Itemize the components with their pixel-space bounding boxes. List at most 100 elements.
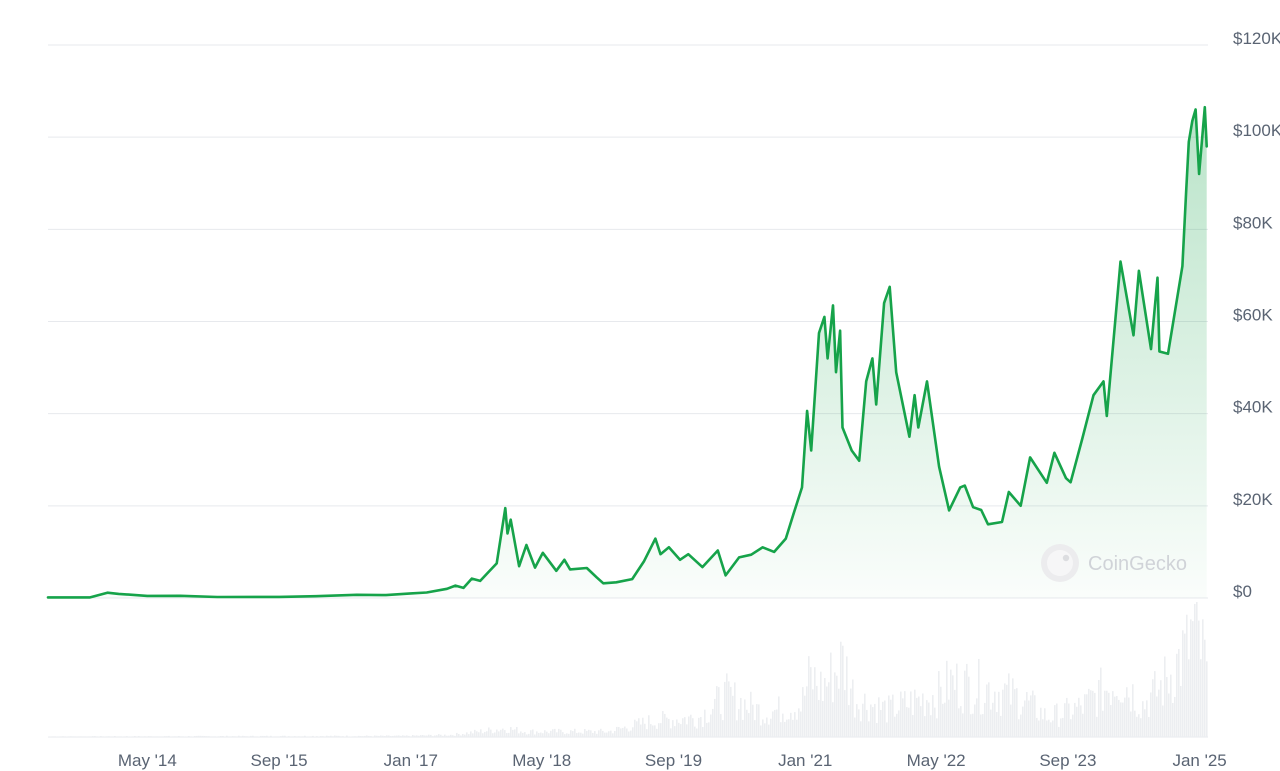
volume-bar [1198,620,1200,737]
volume-bar [1184,633,1186,737]
volume-bar [992,702,994,737]
volume-bar [858,709,860,737]
volume-bar [1104,690,1106,737]
volume-bar [748,713,750,737]
volume-bar [942,703,944,737]
volume-bar [536,731,538,737]
volume-bar [194,736,196,737]
volume-bar [920,706,922,737]
volume-bar [734,682,736,737]
volume-bar [416,735,418,737]
volume-bar [1044,708,1046,737]
y-axis: $120K $100K $80K $60K $40K $20K $0 [1233,29,1280,601]
volume-bar [462,733,464,737]
volume-bar [1084,694,1086,737]
x-tick-label: May '18 [512,751,571,770]
volume-bar [872,707,874,737]
volume-bar [646,729,648,737]
volume-bar [1130,711,1132,737]
volume-bar [298,736,300,737]
volume-bar [182,736,184,737]
volume-bar [184,736,186,737]
volume-bar [1100,667,1102,737]
volume-bar [66,736,68,737]
volume-bar [944,702,946,737]
volume-bar [1174,696,1176,737]
volume-bar [744,699,746,737]
volume-bar [520,731,522,737]
volume-bar [218,736,220,737]
volume-bar [978,658,980,737]
volume-bar [564,734,566,737]
volume-bar [234,736,236,737]
volume-bar [1000,715,1002,737]
volume-bar [1108,692,1110,737]
volume-bar [860,721,862,737]
volume-bar [204,736,206,737]
volume-bar [702,727,704,737]
volume-bar [388,735,390,737]
volume-bar [144,736,146,737]
volume-bar [782,713,784,737]
volume-bar [630,730,632,737]
volume-bar [614,730,616,737]
volume-bar [414,735,416,737]
volume-bar [1206,661,1208,737]
volume-bar [384,735,386,737]
x-tick-label: Sep '19 [645,751,702,770]
volume-bar [56,736,58,737]
volume-bar [528,733,530,737]
volume-bar [878,697,880,737]
volume-bars [48,602,1208,737]
volume-bar [148,736,150,737]
volume-bar [542,733,544,737]
volume-bar [396,735,398,737]
volume-bar [1156,696,1158,737]
volume-bar [938,671,940,737]
volume-bar [270,735,272,737]
volume-bar [140,736,142,737]
volume-bar [268,736,270,737]
volume-bar [366,735,368,737]
volume-bar [1008,673,1010,737]
volume-bar [952,675,954,737]
volume-bar [816,685,818,737]
volume-bar [436,735,438,737]
volume-bar [970,714,972,737]
volume-bar [666,717,668,737]
volume-bar [924,716,926,737]
volume-bar [360,736,362,737]
volume-bar [200,735,202,737]
volume-bar [1056,703,1058,737]
watermark-text: CoinGecko [1088,553,1187,575]
volume-bar [822,700,824,737]
volume-bar [934,707,936,737]
volume-bar [1020,714,1022,737]
volume-bar [306,736,308,737]
volume-bar [964,670,966,737]
volume-bar [926,700,928,737]
volume-bar [982,714,984,737]
volume-bar [570,730,572,737]
volume-bar [1152,679,1154,737]
volume-bar [706,722,708,737]
volume-bar [908,707,910,737]
volume-bar [1068,703,1070,737]
volume-bar [552,729,554,737]
volume-bar [1076,706,1078,737]
volume-bar [884,700,886,737]
volume-bar [958,708,960,737]
volume-bar [1036,717,1038,737]
volume-bar [484,731,486,737]
volume-bar [612,733,614,737]
volume-bar [746,709,748,737]
volume-bar [1158,689,1160,737]
volume-bar [1182,630,1184,737]
volume-bar [410,736,412,737]
volume-bar [594,731,596,737]
volume-bar [522,732,524,737]
volume-bar [206,736,208,737]
volume-bar [524,732,526,737]
volume-bar [598,730,600,737]
volume-bar [540,732,542,737]
